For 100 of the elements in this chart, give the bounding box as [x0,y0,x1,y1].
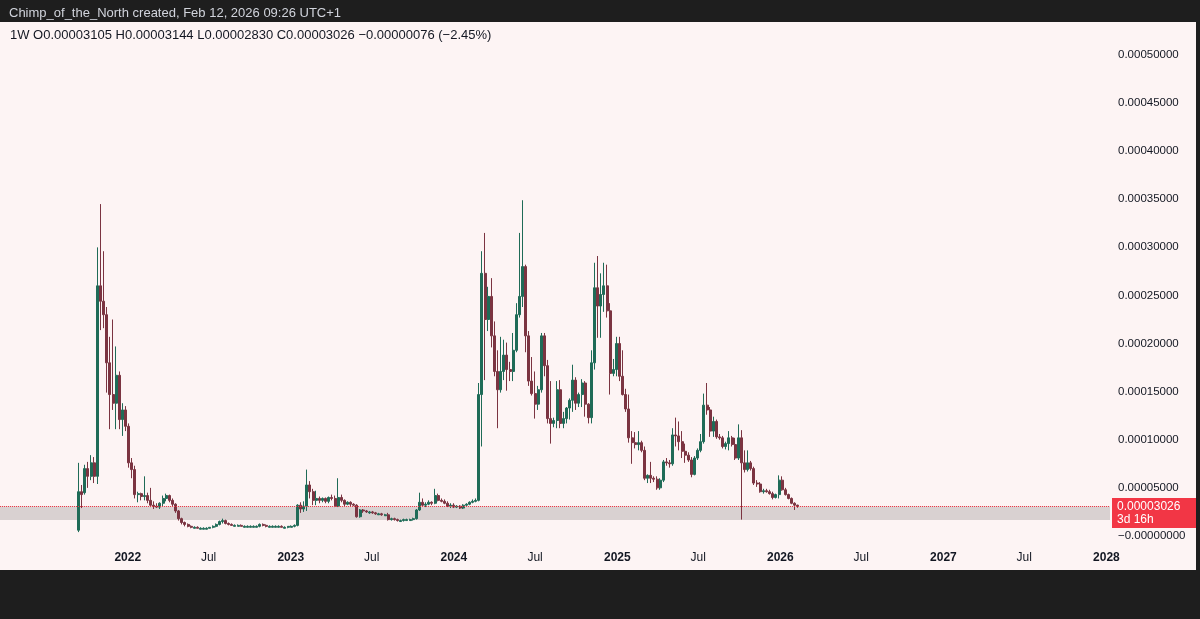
candlestick [737,423,740,461]
candlestick [221,518,224,524]
candlestick [349,500,352,507]
candlestick [165,493,168,502]
candlestick [318,496,321,504]
candlestick [430,500,433,506]
candlestick [196,525,199,529]
candlestick [252,524,255,528]
x-tick-label: 2025 [603,550,631,564]
candlestick [668,459,671,469]
x-tick-label: Jul [1016,550,1032,564]
candlestick [380,512,383,517]
candlestick [405,518,408,522]
candlestick [346,500,349,506]
candlestick [277,524,280,528]
candlestick [268,524,271,528]
candlestick [80,484,83,509]
candlestick [183,521,186,527]
candlestick [637,430,640,451]
candlestick [359,508,362,519]
candlestick [149,487,152,508]
candlestick [440,497,443,503]
candlestick [427,499,430,506]
candlestick [77,462,80,533]
candlestick [499,336,502,394]
candlestick [283,525,286,529]
candlestick [368,510,371,515]
candlestick [559,379,562,429]
candlestick [240,523,243,527]
candlestick [362,508,365,514]
candlestick [646,473,649,484]
candlestick [168,494,171,503]
candlestick [690,456,693,478]
x-tick-label: Jul [690,550,706,564]
candlestick [727,430,730,451]
candlestick [208,526,211,529]
candlestick [740,429,743,521]
candlestick [581,378,584,408]
y-tick-label: 0.00045000 [1118,96,1179,109]
candlestick [615,336,618,377]
candlestick [649,461,652,484]
candlestick [218,520,221,526]
candlestick [215,522,218,528]
candlestick [327,496,330,504]
candlestick [365,509,368,514]
y-tick-label: 0.00015000 [1118,384,1179,397]
candlestick [437,493,440,502]
candlestick [665,457,668,467]
candlestick [83,464,86,496]
y-tick-label: 0.00030000 [1118,240,1179,253]
candlestick [377,512,380,516]
text: 3d 16h [1117,512,1154,527]
candlestick [574,376,577,411]
candlestick [759,481,762,494]
candlestick [290,524,293,528]
candlestick [715,419,718,440]
x-tick-label: 2022 [114,550,142,564]
candlestick [143,475,146,501]
candlestick [778,474,781,499]
candlestick [455,504,458,509]
x-tick-label: Jul [363,550,380,564]
candlestick [230,522,233,526]
candlestick [258,522,261,528]
candlestick [384,513,387,517]
candlestick [202,526,205,530]
candlestick [99,203,102,331]
candlestick [115,345,118,430]
candlestick [471,498,474,504]
candlestick [387,512,390,522]
candlestick [355,503,358,519]
candlestick [465,502,468,507]
candlestick [781,475,784,492]
candlestick [468,500,471,506]
candlestick [556,380,559,429]
candlestick [424,501,427,508]
candlestick [446,500,449,508]
candlestick [190,524,193,529]
candlestick [334,495,337,508]
chart-title: 1W O0.00003105 H0.00003144 L0.00002830 C0.00003026 −0.00000076 (−2.45%) [10,27,492,42]
y-tick-label: 0.00005000 [1118,480,1179,493]
candlestick [443,498,446,505]
y-tick-label: 0.00035000 [1118,192,1179,205]
candlestick [449,502,452,509]
candlestick [86,461,89,489]
candlestick [562,411,565,429]
candlestick [246,524,249,528]
x-tick-label: Jul [853,550,869,564]
candlestick [93,456,96,484]
candlestick [734,437,737,461]
y-tick-label: 0.00025000 [1118,288,1179,301]
candlestick [712,416,715,438]
x-tick-label: 2024 [440,550,468,564]
candlestick [771,491,774,500]
text: Chimp_of_the_North created, Feb 12, 2026 09:26 UTC+1 [9,5,342,21]
candlestick [90,454,93,481]
x-tick-label: 2026 [767,550,795,564]
candlestick [796,504,799,509]
candlestick [434,488,437,505]
y-tick-label: −0.00000000 [1118,529,1186,541]
ref-line-label: 0.00003026 [1117,499,1181,514]
